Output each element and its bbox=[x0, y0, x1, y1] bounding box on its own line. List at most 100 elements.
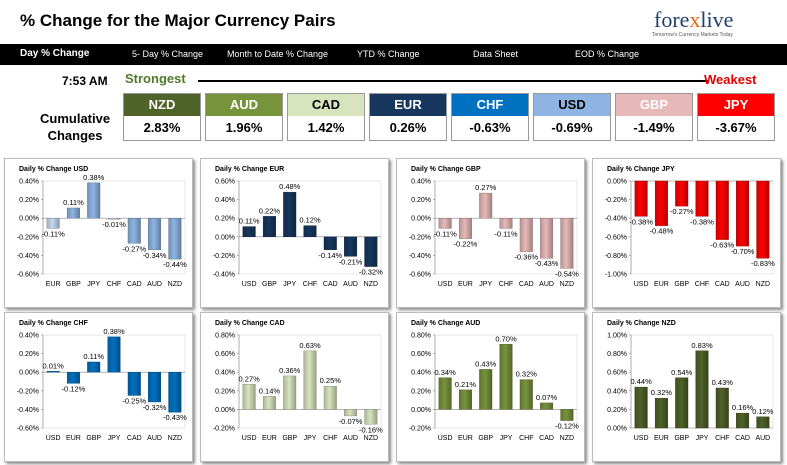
x-tick-label: EUR bbox=[458, 435, 473, 442]
bar-gbp bbox=[675, 180, 689, 207]
x-tick-label: USD bbox=[438, 281, 453, 288]
strongest-label: Strongest bbox=[125, 71, 186, 86]
x-tick-label: AUD bbox=[147, 281, 162, 288]
bar-usd bbox=[46, 371, 60, 373]
y-tick-label: 0.80% bbox=[411, 333, 431, 340]
bar-eur bbox=[458, 218, 472, 239]
forexlive-logo[interactable]: forexlive Tomorrow's Currency Markets To… bbox=[640, 4, 782, 42]
x-tick-label: CHF bbox=[715, 435, 729, 442]
currency-card-chf: CHF -0.63% bbox=[451, 93, 529, 141]
x-tick-label: CHF bbox=[519, 435, 533, 442]
y-tick-label: -0.40% bbox=[605, 216, 627, 223]
app-header: % Change for the Major Currency Pairs fo… bbox=[0, 0, 787, 45]
chart-title: Daily % Change AUD bbox=[411, 320, 481, 327]
data-label: 0.70% bbox=[495, 334, 517, 343]
bar-usd bbox=[438, 218, 452, 229]
x-tick-label: CAD bbox=[127, 435, 142, 442]
y-tick-label: 0.40% bbox=[411, 370, 431, 377]
x-tick-label: CHF bbox=[107, 281, 121, 288]
chart-title: Daily % Change CHF bbox=[19, 320, 88, 327]
bar-chf bbox=[303, 225, 317, 237]
bar-jpy bbox=[695, 350, 709, 429]
data-label: -0.44% bbox=[163, 260, 187, 269]
chart-panel-nzd: Daily % Change NZD 1.00% 0.80% 0.60% 0.40% 0.… bbox=[592, 312, 781, 462]
x-tick-label: AUD bbox=[735, 281, 750, 288]
bar-usd bbox=[438, 377, 452, 410]
logo-tagline: Tomorrow's Currency Markets Today bbox=[652, 32, 733, 38]
bar-chart-eur: 0.60% 0.40% 0.20% 0.00% -0.20% -0.40% 0.11% USD… bbox=[213, 179, 383, 289]
x-tick-label: EUR bbox=[654, 281, 669, 288]
bar-nzd bbox=[364, 409, 378, 425]
chart-panel-jpy: Daily % Change JPY 0.00% -0.20% -0.40% -0.60… bbox=[592, 158, 781, 308]
data-label: 0.38% bbox=[103, 327, 125, 336]
bar-jpy bbox=[479, 192, 493, 219]
data-label: -0.48% bbox=[650, 227, 674, 236]
x-tick-label: CAD bbox=[715, 281, 730, 288]
bar-chf bbox=[695, 180, 709, 217]
data-label: -0.11% bbox=[494, 229, 518, 238]
bar-chf bbox=[519, 379, 533, 410]
data-label: 0.36% bbox=[279, 366, 301, 375]
y-tick-label: 0.60% bbox=[411, 351, 431, 358]
x-tick-label: JPY bbox=[479, 281, 492, 288]
bar-chf bbox=[499, 218, 513, 229]
bar-cad bbox=[127, 218, 141, 244]
tab-eod-change[interactable]: EOD % Change bbox=[575, 49, 640, 59]
tab-day-change[interactable]: Day % Change bbox=[20, 48, 90, 59]
bar-jpy bbox=[107, 336, 121, 373]
weakest-label: Weakest bbox=[704, 72, 757, 87]
tab-ytd-change[interactable]: YTD % Change bbox=[357, 49, 420, 59]
data-label: -0.70% bbox=[731, 247, 755, 256]
data-label: -0.43% bbox=[535, 259, 559, 268]
bar-nzd bbox=[560, 218, 574, 269]
x-tick-label: AUD bbox=[343, 435, 358, 442]
data-label: -0.01% bbox=[102, 220, 126, 229]
y-tick-label: 0.20% bbox=[411, 388, 431, 395]
data-label: -0.43% bbox=[163, 413, 187, 422]
x-tick-label: CAD bbox=[519, 281, 534, 288]
data-label: 0.01% bbox=[43, 361, 65, 370]
data-label: 0.63% bbox=[299, 341, 321, 350]
x-tick-label: CAD bbox=[539, 435, 554, 442]
bar-chf bbox=[323, 385, 337, 410]
x-tick-label: EUR bbox=[46, 281, 61, 288]
data-label: 0.12% bbox=[299, 216, 321, 225]
y-tick-label: 0.80% bbox=[607, 351, 627, 358]
bar-gbp bbox=[66, 207, 80, 219]
bar-cad bbox=[736, 412, 750, 429]
bar-eur bbox=[458, 389, 472, 410]
bar-eur bbox=[654, 180, 668, 226]
data-label: -0.38% bbox=[690, 217, 714, 226]
data-label: 0.32% bbox=[516, 370, 538, 379]
bar-chart-nzd: 1.00% 0.80% 0.60% 0.40% 0.20% 0.00% 0.44% USD 0.… bbox=[607, 333, 774, 443]
plot-area bbox=[42, 180, 186, 275]
bar-cad bbox=[127, 372, 141, 396]
bar-chf bbox=[715, 387, 729, 429]
y-tick-label: 0.80% bbox=[215, 333, 235, 340]
bar-aud bbox=[148, 372, 162, 403]
y-tick-label: 0.00% bbox=[607, 426, 627, 433]
currency-name: USD bbox=[534, 94, 610, 116]
currency-value: -1.49% bbox=[616, 116, 692, 140]
bar-gbp bbox=[675, 377, 689, 429]
data-label: 0.83% bbox=[691, 341, 713, 350]
tab-5-day-change[interactable]: 5- Day % Change bbox=[132, 49, 204, 59]
data-label: -0.38% bbox=[629, 217, 653, 226]
nav-bar: Day % Change 5- Day % Change Month to Da… bbox=[0, 44, 787, 65]
y-tick-label: -0.80% bbox=[605, 253, 627, 260]
tab-month-to-date-change[interactable]: Month to Date % Change bbox=[227, 49, 329, 59]
chart-title: Daily % Change CAD bbox=[215, 320, 285, 327]
data-label: 0.48% bbox=[279, 182, 301, 191]
bar-nzd bbox=[364, 236, 378, 267]
x-tick-label: JPY bbox=[87, 281, 100, 288]
tab-data-sheet[interactable]: Data Sheet bbox=[473, 49, 519, 59]
x-tick-label: CHF bbox=[499, 281, 513, 288]
bar-chart-jpy: 0.00% -0.20% -0.40% -0.60% -0.80% -1.00% -0.38… bbox=[605, 179, 775, 289]
bar-eur bbox=[654, 398, 668, 429]
chart-title: Daily % Change JPY bbox=[607, 166, 675, 173]
data-label: 0.11% bbox=[239, 217, 260, 226]
x-tick-label: NZD bbox=[364, 435, 378, 442]
data-label: -0.63% bbox=[710, 241, 734, 250]
currency-name: NZD bbox=[124, 94, 200, 116]
data-label: -0.54% bbox=[555, 269, 579, 278]
